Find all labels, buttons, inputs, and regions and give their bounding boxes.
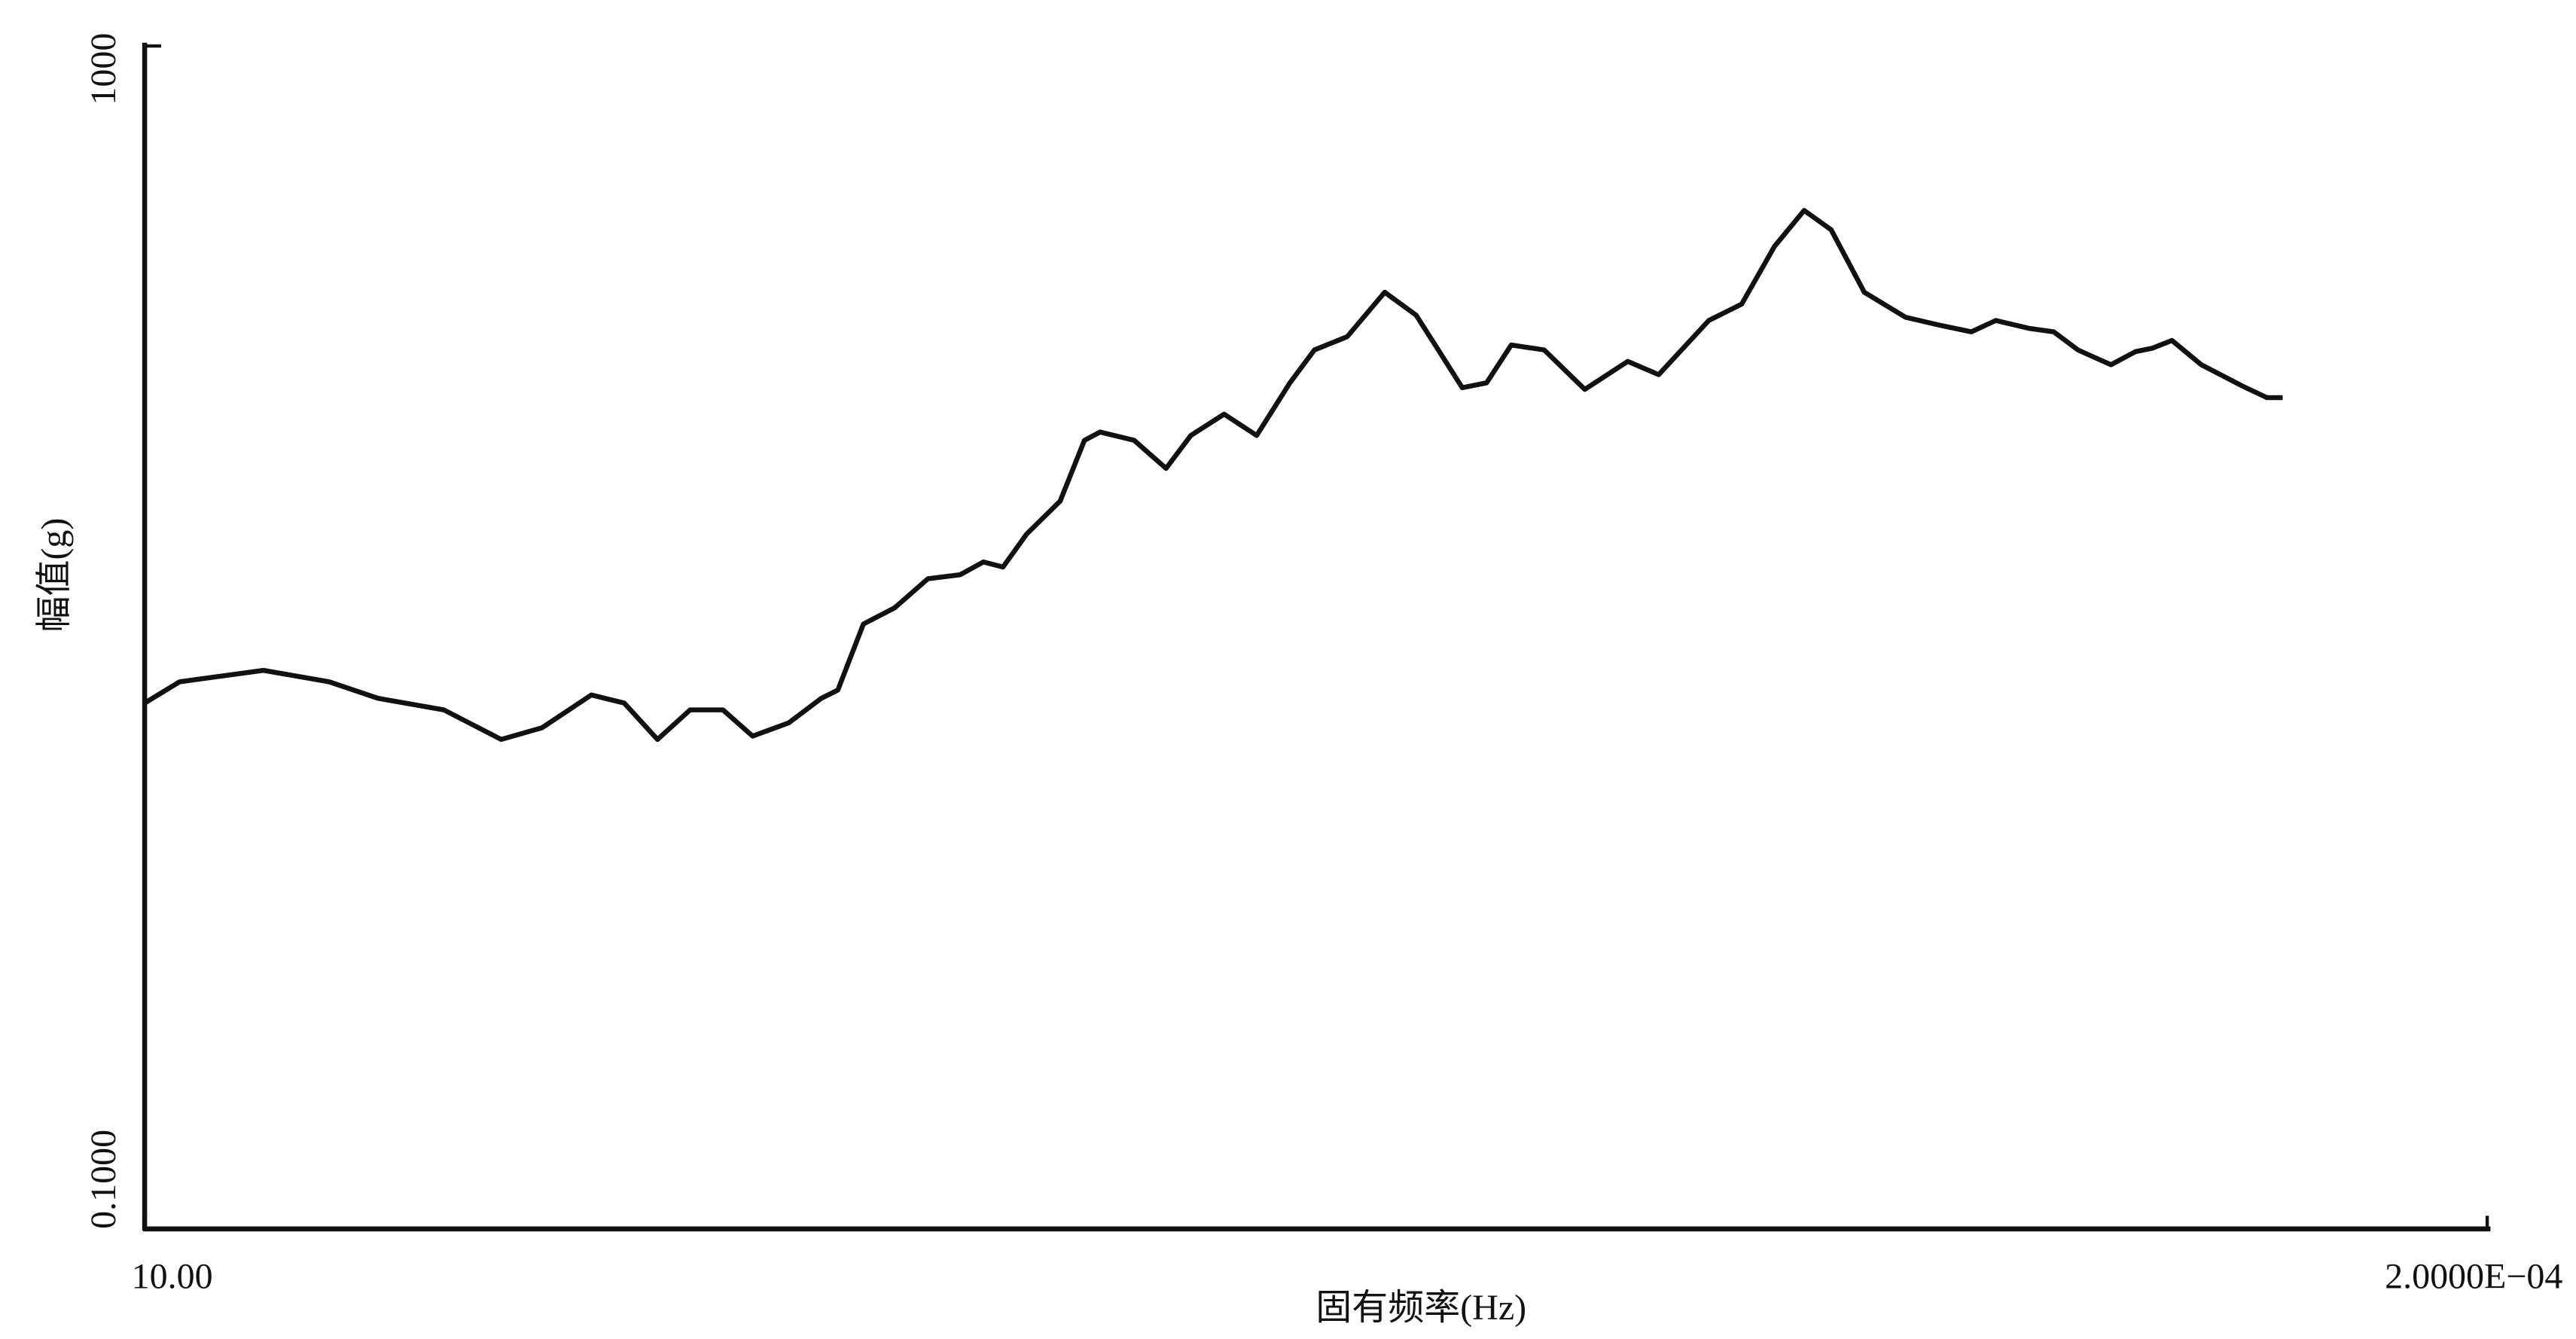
data-line: [143, 208, 2283, 743]
y-axis-title: 幅值(g): [34, 518, 74, 633]
y-tick-label: 1000: [84, 33, 123, 105]
y-tick-label: 0.1000: [84, 1130, 123, 1229]
x-tick-label: 10.00: [132, 1256, 213, 1296]
x-axis-title: 固有频率(Hz): [1315, 1288, 1526, 1328]
x-tick-label: 2.0000E−04: [2385, 1256, 2562, 1296]
